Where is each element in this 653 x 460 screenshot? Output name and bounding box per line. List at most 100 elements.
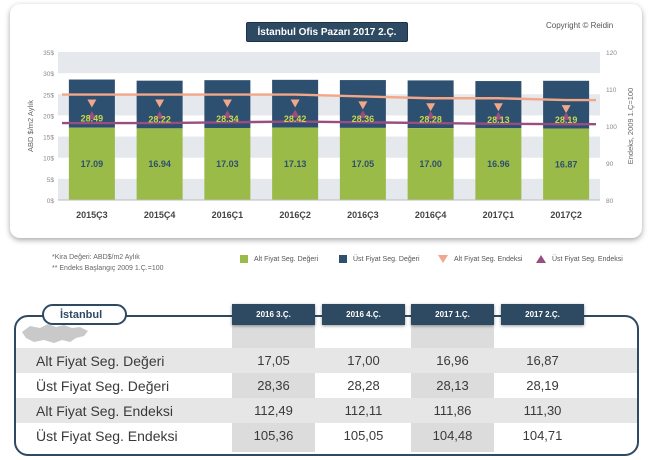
table-row-band	[16, 348, 637, 373]
high-index-marker	[561, 112, 571, 121]
low-index-marker	[426, 103, 436, 112]
low-index-marker	[222, 99, 232, 108]
data-label-high: 28.49	[81, 114, 104, 124]
grid-band	[58, 136, 600, 158]
grid-band	[58, 178, 600, 200]
low-index-marker	[290, 99, 300, 108]
combo-chart: 0$ 5$ 10$ 15$ 20$ 25$ 30$ 35$ 80 90 100 110 120 ABD $…	[26, 50, 635, 220]
table-cell: 105,36	[253, 428, 294, 443]
high-index-marker	[87, 111, 97, 120]
y-tick-left: 20$	[43, 113, 54, 120]
bar-low-segment	[339, 127, 386, 200]
legend-label: Alt Fiyat Seg. Endeksi	[454, 255, 523, 263]
low-index-marker	[87, 99, 97, 108]
y-tick-left: 5$	[47, 177, 55, 184]
low-index-marker	[155, 99, 165, 108]
triangle-down-icon	[438, 255, 448, 263]
high-index-marker	[155, 111, 165, 120]
x-tick-label: 2016Ç4	[415, 210, 447, 220]
table-cell: 16,96	[436, 353, 469, 368]
bar-low-segment	[543, 128, 590, 200]
column-shade	[232, 325, 315, 452]
data-label-low: 17.00	[419, 159, 442, 169]
data-label-high: 28.34	[216, 114, 239, 124]
table-cell: 104,71	[522, 428, 563, 443]
table-cell: 104,48	[432, 428, 473, 443]
table-cell: 17,00	[347, 353, 380, 368]
table-cell: 16,87	[526, 353, 559, 368]
legend-item-high-index: Üst Fiyat Seg. Endeksi	[536, 253, 623, 265]
y-axis-label-left: ABD $/m2 Aylık	[26, 100, 35, 152]
column-header-2016q3: 2016 3.Ç.	[232, 304, 315, 325]
data-label-high: 28.42	[284, 114, 307, 124]
triangle-up-icon	[536, 255, 546, 263]
row-label-high-value: Üst Fiyat Seg. Değeri	[36, 377, 170, 394]
table-row-band	[16, 398, 637, 423]
data-label-low: 17.09	[81, 159, 104, 169]
table-cell: 105,05	[343, 428, 384, 443]
data-table-frame	[14, 315, 639, 456]
bar-low-segment	[136, 128, 183, 200]
row-label-high-index: Üst Fiyat Seg. Endeksi	[36, 427, 178, 444]
y-tick-left: 0$	[47, 198, 55, 205]
data-label-low: 16.94	[148, 159, 171, 169]
column-header-2017q2: 2017 2.Ç.	[501, 304, 584, 325]
bar-low-segment	[204, 127, 251, 200]
legend-label: Üst Fiyat Seg. Endeksi	[552, 255, 623, 263]
column-header-2016q4: 2016 4.Ç.	[322, 304, 405, 325]
high-index-line	[62, 120, 596, 126]
y-axis-label-right: Endeks, 2009 1.Ç=100	[626, 88, 635, 165]
table-cell: 28,28	[347, 378, 380, 393]
x-tick-label: 2015Ç4	[144, 210, 176, 220]
x-tick-label: 2017Ç2	[550, 210, 582, 220]
table-cell: 112,49	[254, 403, 293, 418]
bar-low-segment	[475, 128, 522, 200]
bar-low-segment	[68, 127, 115, 200]
legend-label: Alt Fiyat Seg. Değeri	[254, 255, 319, 263]
x-tick-label: 2017Ç1	[483, 210, 515, 220]
navy-square-icon	[339, 255, 347, 263]
y-tick-left: 25$	[43, 92, 54, 99]
data-label-low: 16.87	[555, 159, 578, 169]
y-tick-right: 80	[606, 198, 614, 205]
low-index-marker	[561, 105, 571, 114]
high-index-marker	[358, 110, 368, 119]
table-cell: 17,05	[257, 353, 290, 368]
table-cell: 28,19	[526, 378, 559, 393]
y-tick-right: 110	[606, 87, 617, 94]
data-label-low: 17.05	[352, 159, 375, 169]
table-cell: 28,36	[257, 378, 290, 393]
legend-label: Üst Fiyat Seg. Değeri	[353, 255, 420, 263]
data-label-low: 16.96	[487, 159, 510, 169]
data-label-high: 28.13	[487, 115, 510, 125]
data-label-low: 17.03	[216, 159, 239, 169]
grid-band	[58, 52, 600, 74]
data-label-low: 17.13	[284, 159, 307, 169]
y-tick-left: 30$	[43, 71, 54, 78]
chart-title: İstanbul Ofis Pazarı 2017 2.Ç.	[246, 22, 408, 42]
data-label-high: 28.19	[555, 115, 578, 125]
data-label-high: 28.22	[148, 115, 171, 125]
table-cell: 111,30	[523, 403, 562, 418]
column-shade	[411, 325, 494, 452]
note-index-base: ** Endeks Başlangıç 2009 1.Ç.=100	[52, 265, 164, 272]
note-rent-value: *Kira Değeri: ABD$/m2 Aylık	[52, 254, 140, 261]
legend-item-high-value: Üst Fiyat Seg. Değeri	[339, 253, 420, 265]
table-cell: 28,13	[436, 378, 469, 393]
high-index-marker	[222, 110, 232, 119]
y-tick-left: 10$	[43, 156, 54, 163]
legend-item-low-index: Alt Fiyat Seg. Endeksi	[438, 253, 522, 265]
istanbul-map-icon	[22, 324, 88, 343]
y-tick-right: 100	[606, 124, 617, 131]
y-tick-left: 35$	[43, 50, 54, 57]
chart-notes: *Kira Değeri: ABD$/m2 Aylık ** Endeks Ba…	[52, 252, 164, 274]
y-tick-right: 90	[606, 161, 614, 168]
copyright-text: Copyright © Reidin	[546, 21, 614, 30]
x-tick-label: 2015Ç3	[76, 210, 108, 220]
legend-item-low-value: Alt Fiyat Seg. Değeri	[240, 253, 318, 265]
low-index-marker	[358, 101, 368, 110]
column-header-2017q1: 2017 1.Ç.	[411, 304, 494, 325]
green-square-icon	[240, 255, 248, 263]
row-label-low-value: Alt Fiyat Seg. Değeri	[36, 352, 165, 369]
table-cell: 111,86	[433, 403, 472, 418]
